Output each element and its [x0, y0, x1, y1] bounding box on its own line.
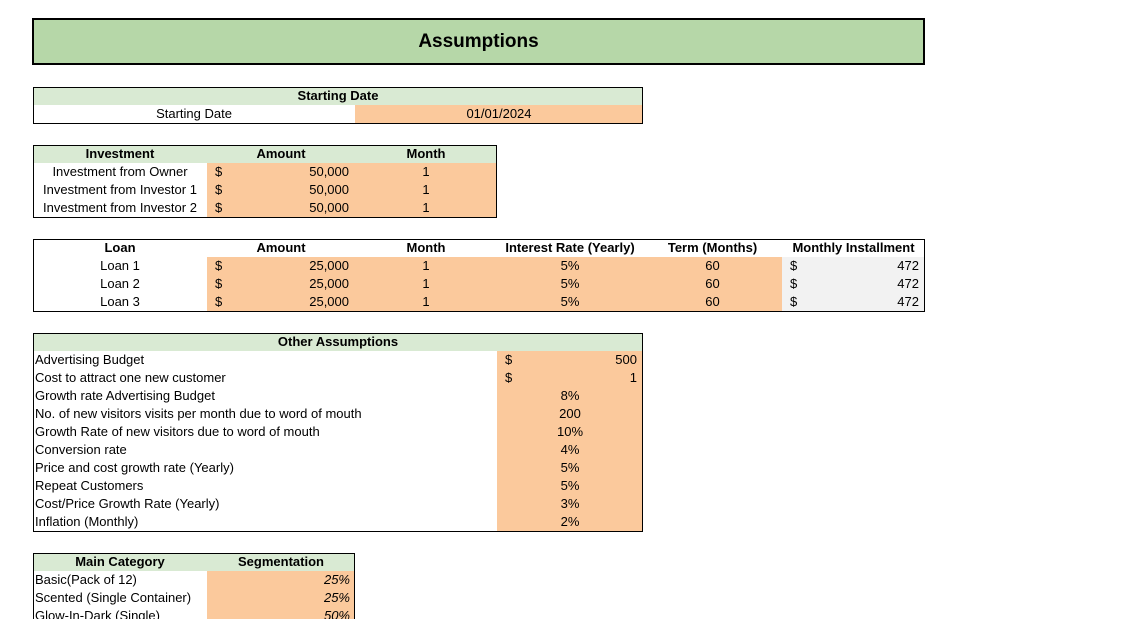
row-label: Investment from Owner — [52, 164, 188, 179]
title-bar — [32, 18, 925, 65]
row-label: Starting Date — [156, 106, 232, 121]
amount: 25,000 — [309, 294, 349, 309]
currency-symbol: $ — [215, 258, 223, 273]
row-label: Repeat Customers — [35, 478, 144, 493]
row-label: No. of new visitors visits per month due… — [35, 406, 362, 421]
row-label: Loan 2 — [100, 276, 140, 291]
section-border — [33, 553, 355, 619]
row-label: Cost to attract one new customer — [35, 370, 226, 385]
column-header: Investment — [85, 146, 155, 161]
currency-symbol: $ — [215, 182, 223, 197]
month-value: 1 — [422, 164, 430, 179]
column-header: Amount — [256, 240, 306, 255]
input-cells — [207, 571, 355, 619]
currency-symbol: $ — [215, 200, 223, 215]
column-header: Month — [406, 240, 446, 255]
row-label: Inflation (Monthly) — [35, 514, 139, 529]
row-label: Basic(Pack of 12) — [35, 572, 137, 587]
interest-rate: 5% — [560, 294, 580, 309]
column-header: Interest Rate (Yearly) — [505, 240, 635, 255]
row-label: Advertising Budget — [35, 352, 145, 367]
section-header — [33, 553, 355, 571]
section-title: Other Assumptions — [277, 334, 399, 349]
input-cells — [497, 351, 643, 531]
row-label: Cost/Price Growth Rate (Yearly) — [35, 496, 220, 511]
section-border — [33, 87, 643, 124]
interest-rate: 5% — [560, 258, 580, 273]
segmentation-value: 25% — [323, 572, 350, 587]
computed-cells — [782, 257, 925, 311]
assumption-value: 4% — [560, 442, 580, 457]
row-label: Loan 1 — [100, 258, 140, 273]
page-title: Assumptions — [418, 31, 539, 52]
section-header — [33, 87, 643, 105]
currency-symbol: $ — [505, 370, 513, 385]
month-value: 1 — [422, 182, 430, 197]
section-border — [33, 145, 497, 218]
interest-rate: 5% — [560, 276, 580, 291]
assumption-value: 5% — [560, 478, 580, 493]
section-title: Starting Date — [297, 88, 379, 103]
input-cell — [355, 105, 643, 123]
section-header — [33, 333, 643, 351]
segmentation-value: 50% — [323, 608, 350, 619]
term-value: 60 — [705, 276, 720, 291]
amount: 472 — [897, 276, 919, 291]
currency-symbol: $ — [215, 276, 223, 291]
currency-symbol: $ — [790, 294, 798, 309]
row-label: Glow-In-Dark (Single) — [35, 608, 160, 619]
column-header: Term (Months) — [667, 240, 758, 255]
amount: 500 — [615, 352, 637, 367]
amount: 50,000 — [309, 182, 349, 197]
month-value: 1 — [422, 294, 430, 309]
assumption-value: 5% — [560, 460, 580, 475]
amount: 25,000 — [309, 276, 349, 291]
column-header: Monthly Installment — [792, 240, 915, 255]
row-label: Investment from Investor 2 — [43, 200, 197, 215]
row-label: Price and cost growth rate (Yearly) — [35, 460, 234, 475]
segmentation-value: 25% — [323, 590, 350, 605]
assumption-value: 10% — [556, 424, 584, 439]
column-header: Main Category — [75, 554, 165, 569]
section-border — [33, 239, 925, 312]
row-label: Growth rate Advertising Budget — [35, 388, 215, 403]
date-value: 01/01/2024 — [466, 106, 532, 121]
column-header: Loan — [104, 240, 136, 255]
amount: 1 — [629, 370, 637, 385]
section-border — [33, 333, 643, 532]
term-value: 60 — [705, 294, 720, 309]
input-cells — [207, 163, 497, 217]
amount: 472 — [897, 258, 919, 273]
assumption-value: 8% — [560, 388, 580, 403]
assumption-value: 2% — [560, 514, 580, 529]
month-value: 1 — [422, 200, 430, 215]
amount: 50,000 — [309, 200, 349, 215]
row-label: Loan 3 — [100, 294, 140, 309]
row-label: Scented (Single Container) — [35, 590, 192, 605]
currency-symbol: $ — [790, 276, 798, 291]
currency-symbol: $ — [215, 294, 223, 309]
currency-symbol: $ — [790, 258, 798, 273]
amount: 25,000 — [309, 258, 349, 273]
currency-symbol: $ — [215, 164, 223, 179]
month-value: 1 — [422, 276, 430, 291]
row-label: Growth Rate of new visitors due to word … — [35, 424, 320, 439]
amount: 50,000 — [309, 164, 349, 179]
column-header: Amount — [256, 146, 306, 161]
currency-symbol: $ — [505, 352, 513, 367]
row-label: Investment from Investor 1 — [43, 182, 197, 197]
month-value: 1 — [422, 258, 430, 273]
column-header: Segmentation — [238, 554, 324, 569]
section-header — [33, 145, 497, 163]
assumption-value: 3% — [560, 496, 580, 511]
column-header: Month — [406, 146, 446, 161]
input-cells — [207, 257, 782, 311]
amount: 472 — [897, 294, 919, 309]
term-value: 60 — [705, 258, 720, 273]
assumption-value: 200 — [559, 406, 581, 421]
row-label: Conversion rate — [35, 442, 127, 457]
